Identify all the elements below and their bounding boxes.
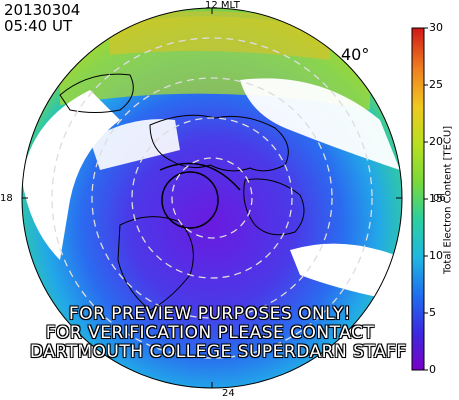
- colorbar-tick-label: 15: [429, 192, 443, 205]
- time-label: 05:40 UT: [4, 17, 73, 35]
- continent-outline: [149, 114, 289, 172]
- watermark-line: FOR PREVIEW PURPOSES ONLY!: [68, 304, 352, 324]
- mlt-label-right: 06: [433, 193, 446, 204]
- mlt-label-bottom: 24: [222, 388, 235, 399]
- mlt-ticks: [22, 8, 402, 388]
- colorbar-title: Total Electron Content [TECU]: [442, 125, 454, 275]
- colorbar-ticks: [424, 27, 428, 371]
- latitude-label: 40°: [341, 45, 370, 64]
- colorbar-tick-label: 5: [429, 306, 436, 319]
- watermark-line: DARTMOUTH COLLEGE SUPERDARN STAFF: [30, 342, 407, 362]
- no-data-region: [240, 78, 400, 170]
- date-label: 20130304: [4, 1, 81, 19]
- watermark-line: FOR VERIFICATION PLEASE CONTACT: [45, 323, 375, 343]
- colorbar-tick-label: 30: [429, 21, 443, 34]
- preview-watermark: FOR PREVIEW PURPOSES ONLY! FOR VERIFICAT…: [30, 304, 407, 362]
- colorbar-tick-label: 20: [429, 135, 443, 148]
- mlt-label-top: 12 MLT: [205, 0, 240, 11]
- colorbar-gradient: [411, 27, 425, 371]
- latitude-grid: [51, 37, 373, 359]
- polar-cap-outline: [161, 171, 219, 229]
- colorbar-tick-label: 25: [429, 78, 443, 91]
- continent-outline: [243, 178, 305, 236]
- colorbar-tick-label: 0: [429, 363, 436, 376]
- colorbar-tick-label: 10: [429, 249, 443, 262]
- terminator-line: [159, 162, 241, 191]
- no-data-region: [22, 90, 120, 260]
- tec-data-layer: [22, 8, 402, 388]
- continent-outline: [59, 73, 134, 113]
- mlt-label-left: 18: [0, 193, 13, 204]
